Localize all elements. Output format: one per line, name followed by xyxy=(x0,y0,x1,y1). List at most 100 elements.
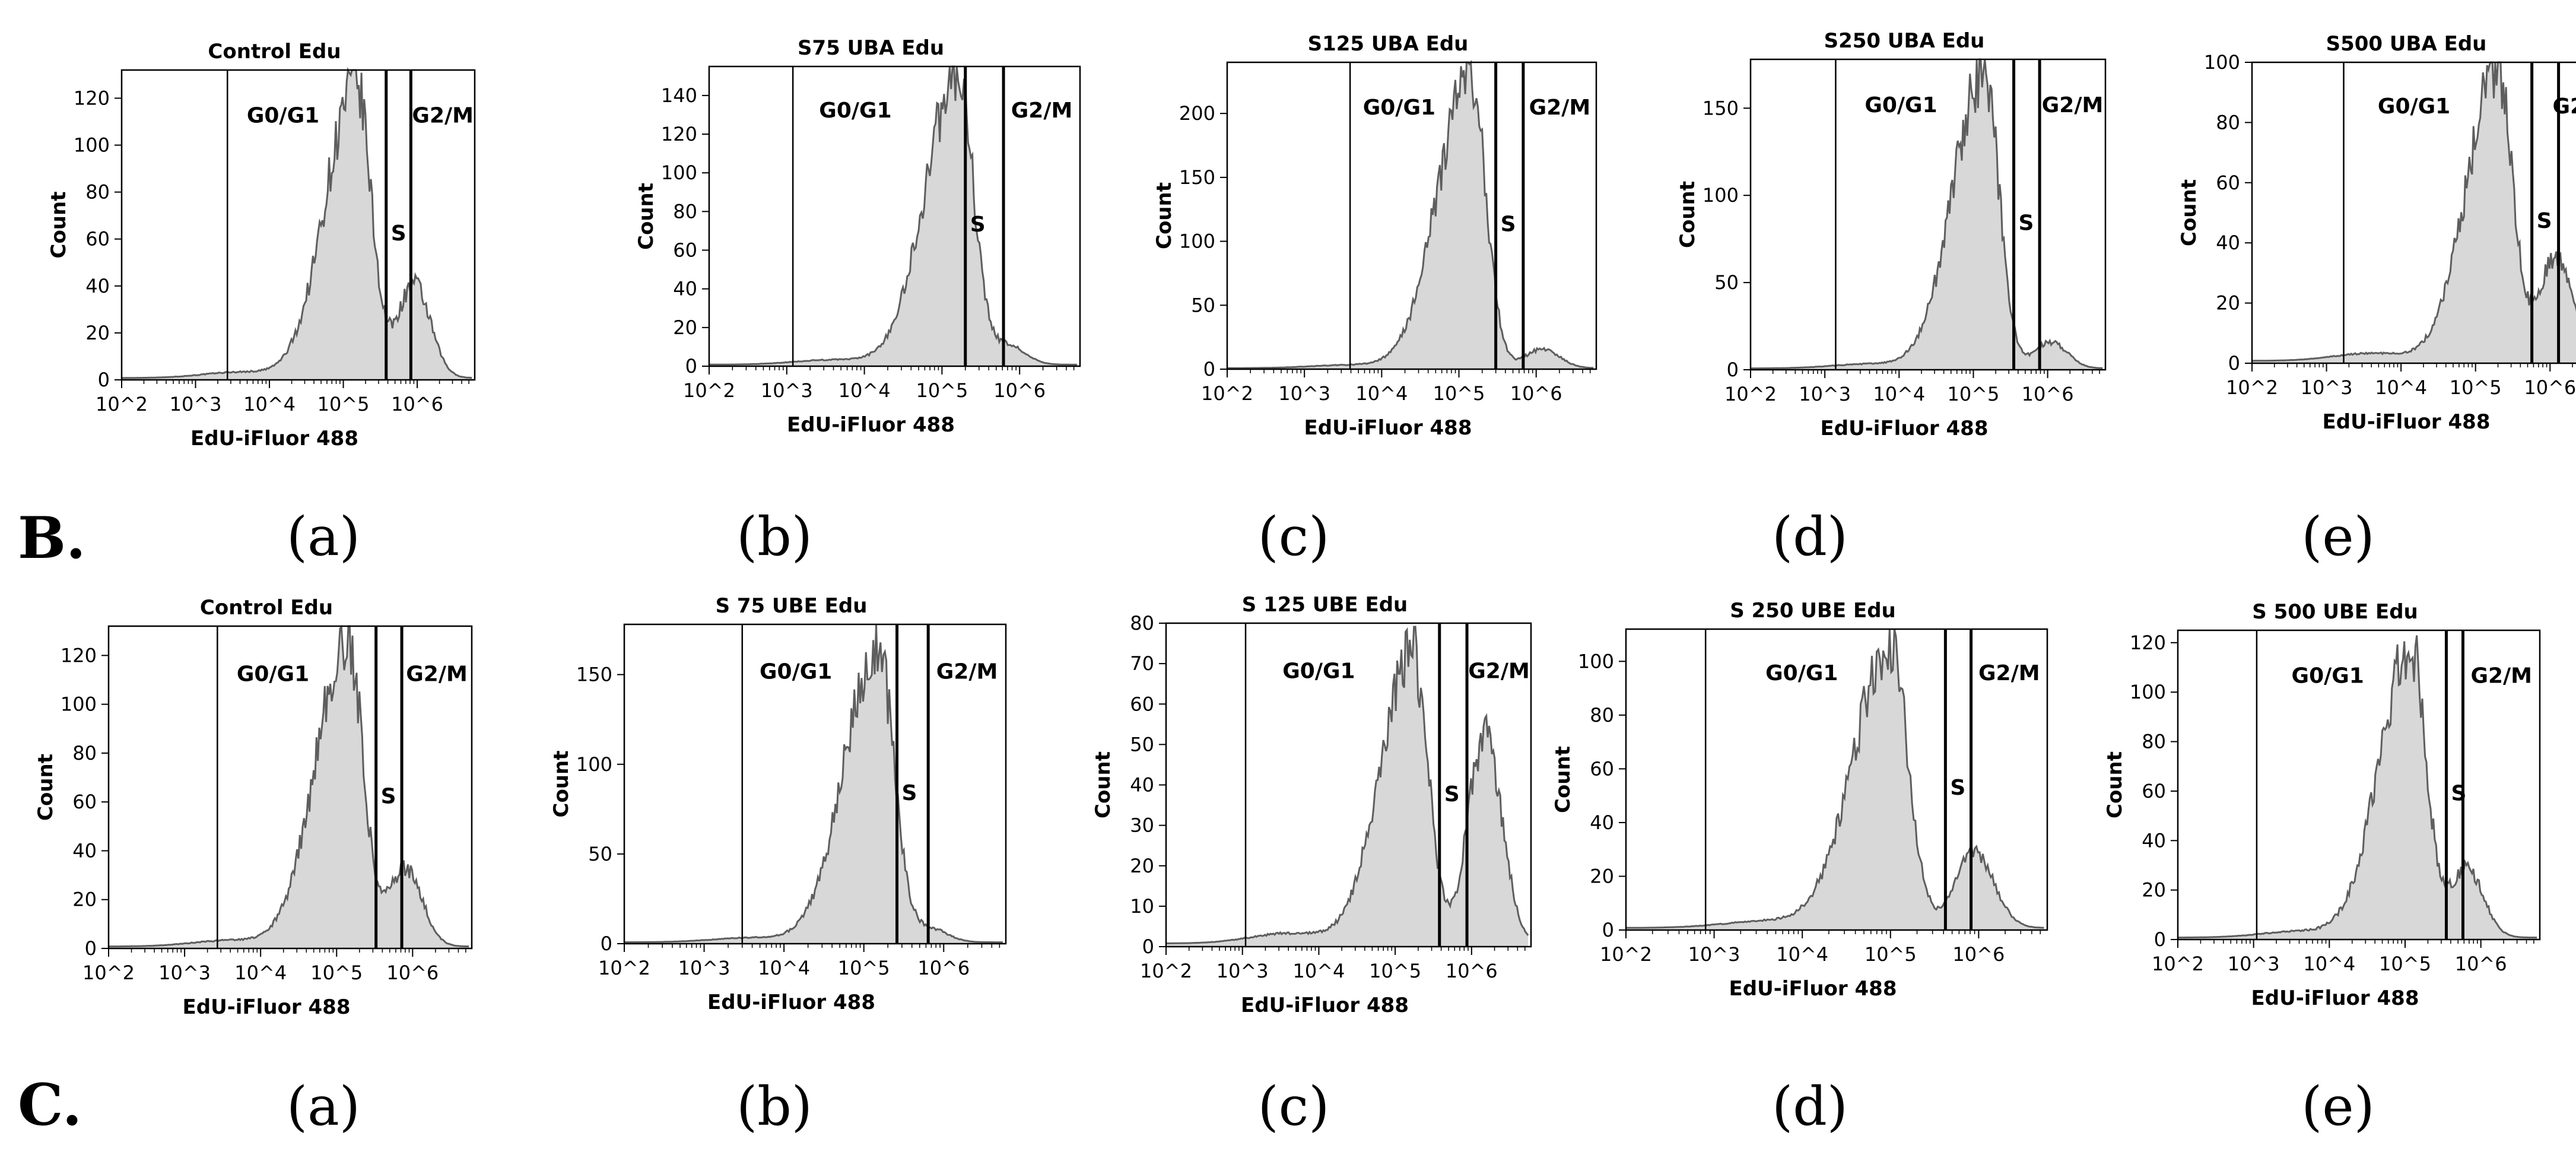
y-tick-label: 10 xyxy=(1130,895,1154,918)
x-tick-label: 10^5 xyxy=(1369,960,1421,982)
row-label-c: C. xyxy=(18,1071,82,1138)
y-tick-label: 150 xyxy=(1702,97,1739,119)
y-tick-label: 60 xyxy=(85,228,110,250)
y-axis-label: Count xyxy=(1152,182,1176,249)
x-tick-label: 10^3 xyxy=(1278,382,1330,405)
gate-label-g0g1: G0/G1 xyxy=(760,659,832,684)
row-label-b: B. xyxy=(18,504,86,572)
x-tick-label: 10^6 xyxy=(917,957,970,979)
x-tick-label: 10^3 xyxy=(1799,383,1851,405)
y-tick-label: 0 xyxy=(98,369,110,391)
x-tick-label: 10^6 xyxy=(1952,943,2005,966)
chart-b-c: G0/G1 S G2/M 0 50 100 150 200 10^2 10^3 10^4 10^5 10… xyxy=(1152,32,1597,440)
y-tick-label: 0 xyxy=(2228,352,2240,375)
gate-label-g0g1: G0/G1 xyxy=(819,99,891,123)
panel-letter-c-a: (a) xyxy=(287,1075,360,1138)
panel-letter-b-d: (d) xyxy=(1772,506,1848,568)
chart-title: S 250 UBE Edu xyxy=(1730,599,1896,623)
y-tick-label: 120 xyxy=(74,87,110,109)
y-tick-label: 60 xyxy=(1590,757,1614,780)
x-axis-label: EdU-iFluor 488 xyxy=(787,413,955,437)
y-tick-label: 0 xyxy=(1727,358,1739,381)
plot-frame xyxy=(623,623,1007,945)
plot-frame xyxy=(1226,61,1597,370)
chart-c-e: G0/G1 S G2/M 0 20 40 60 80 100 120 10^2 10^3 10^4 10^… xyxy=(2103,600,2541,1010)
panel-letter-b-a: (a) xyxy=(287,506,360,568)
x-tick-label: 10^4 xyxy=(2375,376,2427,399)
y-tick-label: 80 xyxy=(1590,704,1614,726)
y-tick-label: 200 xyxy=(1179,102,1215,125)
chart-b-d: G0/G1 S G2/M 0 50 100 150 10^2 10^3 10^4 10^5 10^6 S… xyxy=(1676,29,2107,440)
y-tick-label: 20 xyxy=(2216,292,2240,315)
y-tick-label: 20 xyxy=(1130,855,1154,877)
y-tick-label: 100 xyxy=(1179,230,1215,253)
y-tick-label: 150 xyxy=(1179,166,1215,189)
plot-frame xyxy=(1625,628,2048,931)
y-tick-label: 100 xyxy=(1578,650,1614,672)
y-tick-label: 40 xyxy=(673,278,697,300)
chart-b-e: G0/G1 S G2/M 0 20 40 60 80 100 10^2 10^3 10^4 10^5 10… xyxy=(2177,32,2576,434)
panel-letter-b-c: (c) xyxy=(1258,506,1330,568)
gate-label-g0g1: G0/G1 xyxy=(247,104,319,128)
y-tick-label: 0 xyxy=(601,932,612,955)
x-tick-label: 10^4 xyxy=(1292,960,1345,982)
x-tick-label: 10^6 xyxy=(391,393,443,415)
chart-title: S125 UBA Edu xyxy=(1308,32,1469,56)
x-tick-label: 10^3 xyxy=(170,393,222,415)
x-tick-label: 10^5 xyxy=(916,379,968,402)
y-tick-label: 40 xyxy=(1590,811,1614,834)
y-tick-label: 60 xyxy=(673,239,697,262)
x-tick-label: 10^5 xyxy=(1948,383,2000,405)
x-axis-label: EdU-iFluor 488 xyxy=(190,427,358,450)
x-tick-label: 10^4 xyxy=(838,379,891,402)
gate-label-g2m: G2/M xyxy=(412,104,474,128)
chart-title: S500 UBA Edu xyxy=(2326,32,2487,56)
y-tick-label: 20 xyxy=(1590,865,1614,887)
chart-title: S 500 UBE Edu xyxy=(2252,600,2418,624)
x-axis-label: EdU-iFluor 488 xyxy=(183,995,351,1019)
x-tick-label: 10^4 xyxy=(1355,382,1408,405)
y-tick-label: 80 xyxy=(85,181,110,204)
x-axis-label: EdU-iFluor 488 xyxy=(1821,417,1989,440)
chart-title: S 125 UBE Edu xyxy=(1242,593,1408,617)
y-tick-label: 120 xyxy=(2130,631,2166,654)
y-tick-label: 0 xyxy=(1602,919,1614,941)
chart-b-a: G0/G1 S G2/M 0 20 40 60 80 100 120 10^2 10^3 10^4 10^… xyxy=(47,40,476,450)
y-tick-label: 60 xyxy=(72,791,97,813)
x-tick-label: 10^6 xyxy=(2455,953,2507,975)
x-tick-label: 10^6 xyxy=(2524,376,2576,399)
chart-title: S250 UBA Edu xyxy=(1824,29,1985,53)
y-axis-label: Count xyxy=(1091,751,1115,818)
y-tick-label: 80 xyxy=(2216,111,2240,134)
gate-label-g2m: G2/M xyxy=(936,659,998,684)
histogram-line xyxy=(709,65,1078,366)
chart-title: Control Edu xyxy=(200,596,333,620)
x-tick-label: 10^2 xyxy=(82,961,135,984)
x-tick-label: 10^3 xyxy=(2301,376,2353,399)
histogram-fill xyxy=(2252,62,2576,363)
chart-b-b: G0/G1 S G2/M 0 20 40 60 80 100 120 140 10^2 10^3 10^4… xyxy=(634,36,1081,437)
histogram-line xyxy=(624,624,1003,944)
y-tick-label: 80 xyxy=(673,200,697,223)
y-tick-label: 40 xyxy=(2216,231,2240,254)
panel-letter-c-d: (d) xyxy=(1772,1075,1848,1138)
x-tick-label: 10^3 xyxy=(2228,953,2280,975)
plot-frame xyxy=(1749,58,2107,371)
histogram-fill xyxy=(2178,635,2537,940)
x-tick-label: 10^6 xyxy=(993,379,1046,402)
panel-letter-c-c: (c) xyxy=(1258,1075,1330,1138)
y-tick-label: 100 xyxy=(61,693,97,716)
x-tick-label: 10^2 xyxy=(1201,382,1253,405)
x-tick-label: 10^6 xyxy=(386,961,439,984)
chart-c-c: G0/G1 S G2/M 0 10 20 30 40 50 60 70 80 10^2 10^3 10^4 1… xyxy=(1091,593,1532,1017)
y-tick-label: 0 xyxy=(1203,358,1215,380)
gate-label-g2m: G2/M xyxy=(406,662,468,686)
y-tick-label: 60 xyxy=(2142,780,2166,802)
x-axis-label: EdU-iFluor 488 xyxy=(1729,977,1897,1001)
gate-label-g0g1: G0/G1 xyxy=(237,662,309,686)
x-tick-label: 10^3 xyxy=(678,957,730,979)
y-tick-label: 100 xyxy=(661,161,697,184)
histogram-line xyxy=(2252,61,2576,362)
